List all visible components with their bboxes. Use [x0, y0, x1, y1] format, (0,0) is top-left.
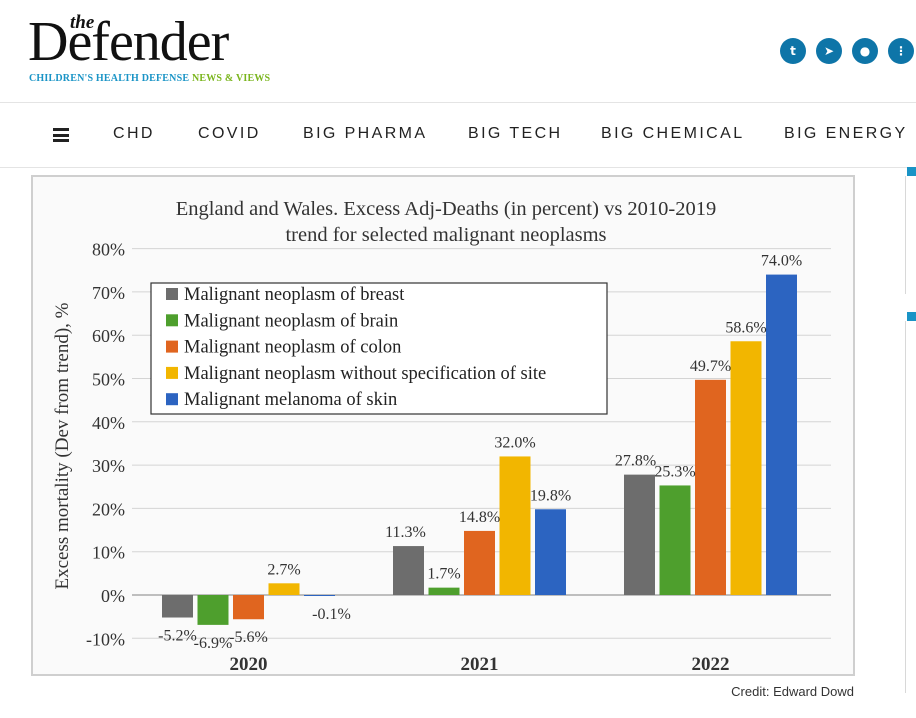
bar [197, 595, 229, 625]
main-nav: CHD COVID BIG PHARMA BIG TECH BIG CHEMIC… [0, 102, 916, 168]
x-tick-label: 2021 [461, 654, 499, 674]
data-label: -0.1% [312, 606, 351, 623]
image-credit: Credit: Edward Dowd [731, 684, 854, 699]
bar [428, 587, 460, 595]
legend-swatch [166, 393, 178, 406]
y-tick-label: 20% [92, 499, 125, 519]
nav-item-big-energy[interactable]: BIG ENERGY [784, 125, 908, 142]
chart-title-line2: trend for selected malignant neoplasms [285, 224, 606, 246]
bar [695, 379, 726, 595]
data-label: 1.7% [427, 566, 460, 583]
data-label: 49.7% [690, 358, 731, 375]
data-label: -5.2% [158, 628, 197, 645]
data-label: 27.8% [615, 453, 656, 470]
data-label: 58.6% [725, 319, 766, 336]
y-tick-label: 0% [101, 586, 125, 606]
data-label: 14.8% [459, 509, 500, 526]
data-label: -6.9% [194, 635, 233, 652]
bar [535, 509, 566, 595]
legend-swatch [166, 288, 178, 300]
legend-entry: Malignant neoplasm without specification… [184, 364, 546, 384]
bar [624, 474, 655, 595]
logo-the: the [70, 12, 95, 33]
y-tick-label: 70% [92, 283, 125, 303]
tagline-organization: CHILDREN'S HEALTH DEFENSE [29, 73, 190, 84]
y-tick-label: 50% [92, 370, 125, 390]
bar [464, 530, 495, 595]
bar [268, 583, 300, 595]
y-tick-label: -10% [86, 629, 125, 649]
legend-box [150, 282, 608, 415]
logo-tagline: CHILDREN'S HEALTH DEFENSE NEWS & VIEWS [29, 73, 270, 84]
legend-swatch [166, 340, 178, 353]
bar [162, 595, 193, 618]
hamburger-menu-icon[interactable] [53, 128, 69, 142]
twitter-icon[interactable]: t [780, 38, 806, 64]
x-tick-label: 2022 [692, 654, 730, 674]
legend-swatch [166, 366, 178, 379]
gettr-icon[interactable]: ● [852, 38, 878, 64]
site-header: Defender the CHILDREN'S HEALTH DEFENSE N… [0, 0, 916, 102]
legend-entry: Malignant neoplasm of breast [184, 285, 405, 305]
tagline-news: NEWS & VIEWS [191, 73, 271, 84]
data-label: 11.3% [385, 524, 426, 541]
nav-item-big-pharma[interactable]: BIG PHARMA [303, 125, 428, 142]
sidebar-border-bottom [905, 321, 906, 693]
y-tick-label: 80% [92, 240, 125, 260]
x-tick-label: 2020 [230, 654, 268, 674]
data-label: 2.7% [267, 561, 300, 578]
sidebar-accent-top [907, 167, 916, 176]
y-tick-label: 30% [92, 456, 125, 476]
data-label: -5.6% [229, 629, 268, 646]
bar [730, 341, 762, 595]
bar [766, 274, 797, 595]
sidebar-border-top [905, 176, 906, 294]
more-icon[interactable]: ⋮ [888, 38, 914, 64]
legend-swatch [166, 314, 178, 327]
data-label: 32.0% [494, 434, 535, 451]
y-tick-label: 10% [92, 543, 125, 563]
excess-deaths-chart: England and Wales. Excess Adj-Deaths (in… [52, 198, 831, 675]
chart-title-line1: England and Wales. Excess Adj-Deaths (in… [176, 198, 717, 220]
nav-item-big-tech[interactable]: BIG TECH [468, 125, 563, 142]
y-tick-label: 40% [92, 413, 125, 433]
data-label: 25.3% [654, 463, 695, 480]
nav-item-covid[interactable]: COVID [198, 125, 261, 142]
y-tick-label: 60% [92, 326, 125, 346]
data-label: 19.8% [530, 487, 571, 504]
legend-entry: Malignant neoplasm of colon [184, 338, 401, 358]
article-figure: England and Wales. Excess Adj-Deaths (in… [31, 175, 855, 676]
bar [393, 546, 424, 595]
data-label: 74.0% [761, 253, 802, 270]
legend-entry: Malignant melanoma of skin [184, 390, 397, 410]
bar [304, 595, 335, 596]
nav-item-chd[interactable]: CHD [113, 125, 155, 142]
legend-entry: Malignant neoplasm of brain [184, 311, 398, 331]
telegram-icon[interactable]: ➤ [816, 38, 842, 64]
bar [499, 456, 531, 595]
y-axis-label: Excess mortality (Dev from trend), % [52, 302, 73, 589]
nav-item-big-chemical[interactable]: BIG CHEMICAL [601, 125, 745, 142]
bar [659, 485, 691, 595]
logo-wordmark[interactable]: Defender [28, 11, 229, 73]
sidebar-accent-bottom [907, 312, 916, 321]
bar [233, 595, 264, 620]
